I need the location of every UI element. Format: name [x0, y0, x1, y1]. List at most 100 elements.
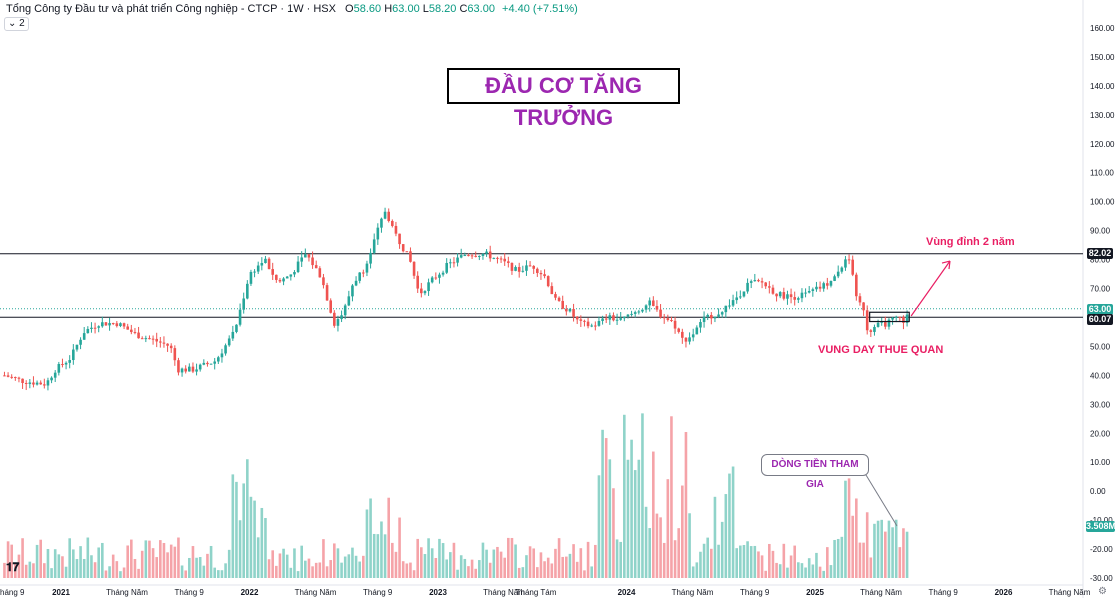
- volume-bar: [427, 538, 430, 578]
- price-tick-label: 80.00: [1090, 256, 1111, 265]
- time-tick-label: Tháng Năm: [106, 588, 148, 597]
- candle-body: [220, 353, 224, 358]
- candle-body: [82, 333, 86, 340]
- volume-bar: [173, 546, 177, 578]
- indicator-collapse-button[interactable]: ⌄ 2: [4, 17, 29, 31]
- volume-bar: [753, 545, 757, 578]
- volume-bar: [612, 488, 615, 578]
- candle-body: [405, 251, 409, 253]
- money-flow-callout[interactable]: DÒNG TIỀN THAM GIA: [761, 454, 869, 490]
- volume-bar: [101, 542, 104, 578]
- volume-bar: [717, 544, 720, 578]
- volume-bar: [492, 549, 496, 578]
- volume-bar: [546, 557, 550, 578]
- candle-body: [847, 259, 851, 261]
- candle-body: [354, 280, 358, 286]
- candle-body: [336, 319, 340, 326]
- candle-body: [17, 377, 21, 379]
- volume-bar: [39, 539, 42, 578]
- volume-bar: [347, 554, 351, 578]
- gear-icon[interactable]: ⚙: [1098, 586, 1107, 597]
- volume-bar: [688, 513, 691, 578]
- time-tick-label: háng 9: [0, 588, 25, 597]
- candle-body: [32, 382, 35, 385]
- volume-bar: [405, 563, 409, 578]
- volume-bar: [35, 544, 39, 578]
- volume-bar: [807, 558, 811, 578]
- candle-body: [72, 349, 75, 361]
- candle-body: [789, 294, 793, 298]
- volume-bar: [514, 544, 517, 578]
- volume-bar: [887, 520, 891, 578]
- volume-bar: [231, 474, 235, 578]
- volume-bar: [873, 523, 876, 578]
- price-tick-label: 40.00: [1090, 371, 1111, 380]
- volume-bar: [227, 549, 231, 578]
- candle-body: [267, 258, 271, 270]
- candle-body: [539, 272, 543, 275]
- volume-bar: [188, 557, 191, 578]
- support-price-tag: 60.07: [1087, 314, 1113, 325]
- change-value: +4.40 (+7.51%): [502, 3, 578, 15]
- volume-bar: [191, 546, 195, 578]
- volume-bar: [670, 416, 673, 578]
- candle-body: [101, 322, 104, 327]
- volume-bar: [884, 531, 887, 578]
- volume-bar: [365, 509, 369, 578]
- volume-bar: [829, 565, 833, 578]
- candle-body: [441, 272, 445, 275]
- peak-zone-label[interactable]: Vùng đỉnh 2 năm: [926, 236, 1015, 248]
- volume-bar: [351, 547, 354, 578]
- candle-body: [122, 323, 126, 327]
- volume-bar: [615, 539, 619, 578]
- volume-bar: [162, 542, 166, 578]
- candle-body: [525, 265, 528, 271]
- candle-body: [811, 289, 815, 291]
- volume-bar: [724, 494, 728, 578]
- volume-bar: [481, 542, 485, 578]
- candle-body: [383, 211, 387, 219]
- candle-body: [119, 323, 122, 327]
- volume-bar: [568, 553, 572, 578]
- volume-bar: [782, 543, 786, 578]
- candle-body: [398, 233, 401, 245]
- candle-body: [898, 316, 902, 318]
- volume-bar: [322, 539, 325, 578]
- tradingview-logo-icon[interactable]: 𝟏𝟕: [6, 560, 20, 574]
- volume-bar: [75, 559, 79, 578]
- candle-body: [623, 316, 626, 319]
- time-tick-label: Tháng Tám: [516, 588, 557, 597]
- candle-body: [546, 276, 550, 287]
- volume-bar: [459, 555, 463, 578]
- candle-body: [97, 326, 100, 328]
- volume-bar: [644, 506, 648, 578]
- volume-bar: [260, 507, 264, 578]
- volume-bar: [673, 540, 677, 578]
- open-value: 58.60: [353, 3, 382, 15]
- candle-body: [655, 305, 659, 310]
- volume-bar: [133, 558, 137, 578]
- candle-body: [876, 322, 880, 327]
- candle-body: [177, 360, 180, 373]
- candle-body: [423, 291, 427, 294]
- candle-body: [333, 312, 336, 326]
- volume-bar: [343, 556, 347, 578]
- bottom-zone-label[interactable]: VUNG DAY THUE QUAN: [818, 344, 944, 356]
- volume-bar: [702, 543, 706, 578]
- strategy-title-box[interactable]: ĐẦU CƠ TĂNG TRƯỞNG: [447, 68, 680, 130]
- candle-body: [300, 257, 303, 262]
- candle-body: [449, 262, 452, 264]
- volume-bar: [314, 562, 318, 578]
- volume-bar: [822, 570, 825, 578]
- candle-body: [818, 286, 822, 289]
- volume-bar: [521, 567, 525, 578]
- callout-pointer: [865, 474, 898, 527]
- volume-bar: [68, 538, 71, 578]
- volume-bar: [256, 537, 260, 578]
- volume-bar: [633, 470, 637, 578]
- volume-bar: [507, 537, 510, 578]
- candle-body: [140, 338, 144, 340]
- candle-body: [757, 280, 760, 282]
- candle-body: [148, 338, 151, 340]
